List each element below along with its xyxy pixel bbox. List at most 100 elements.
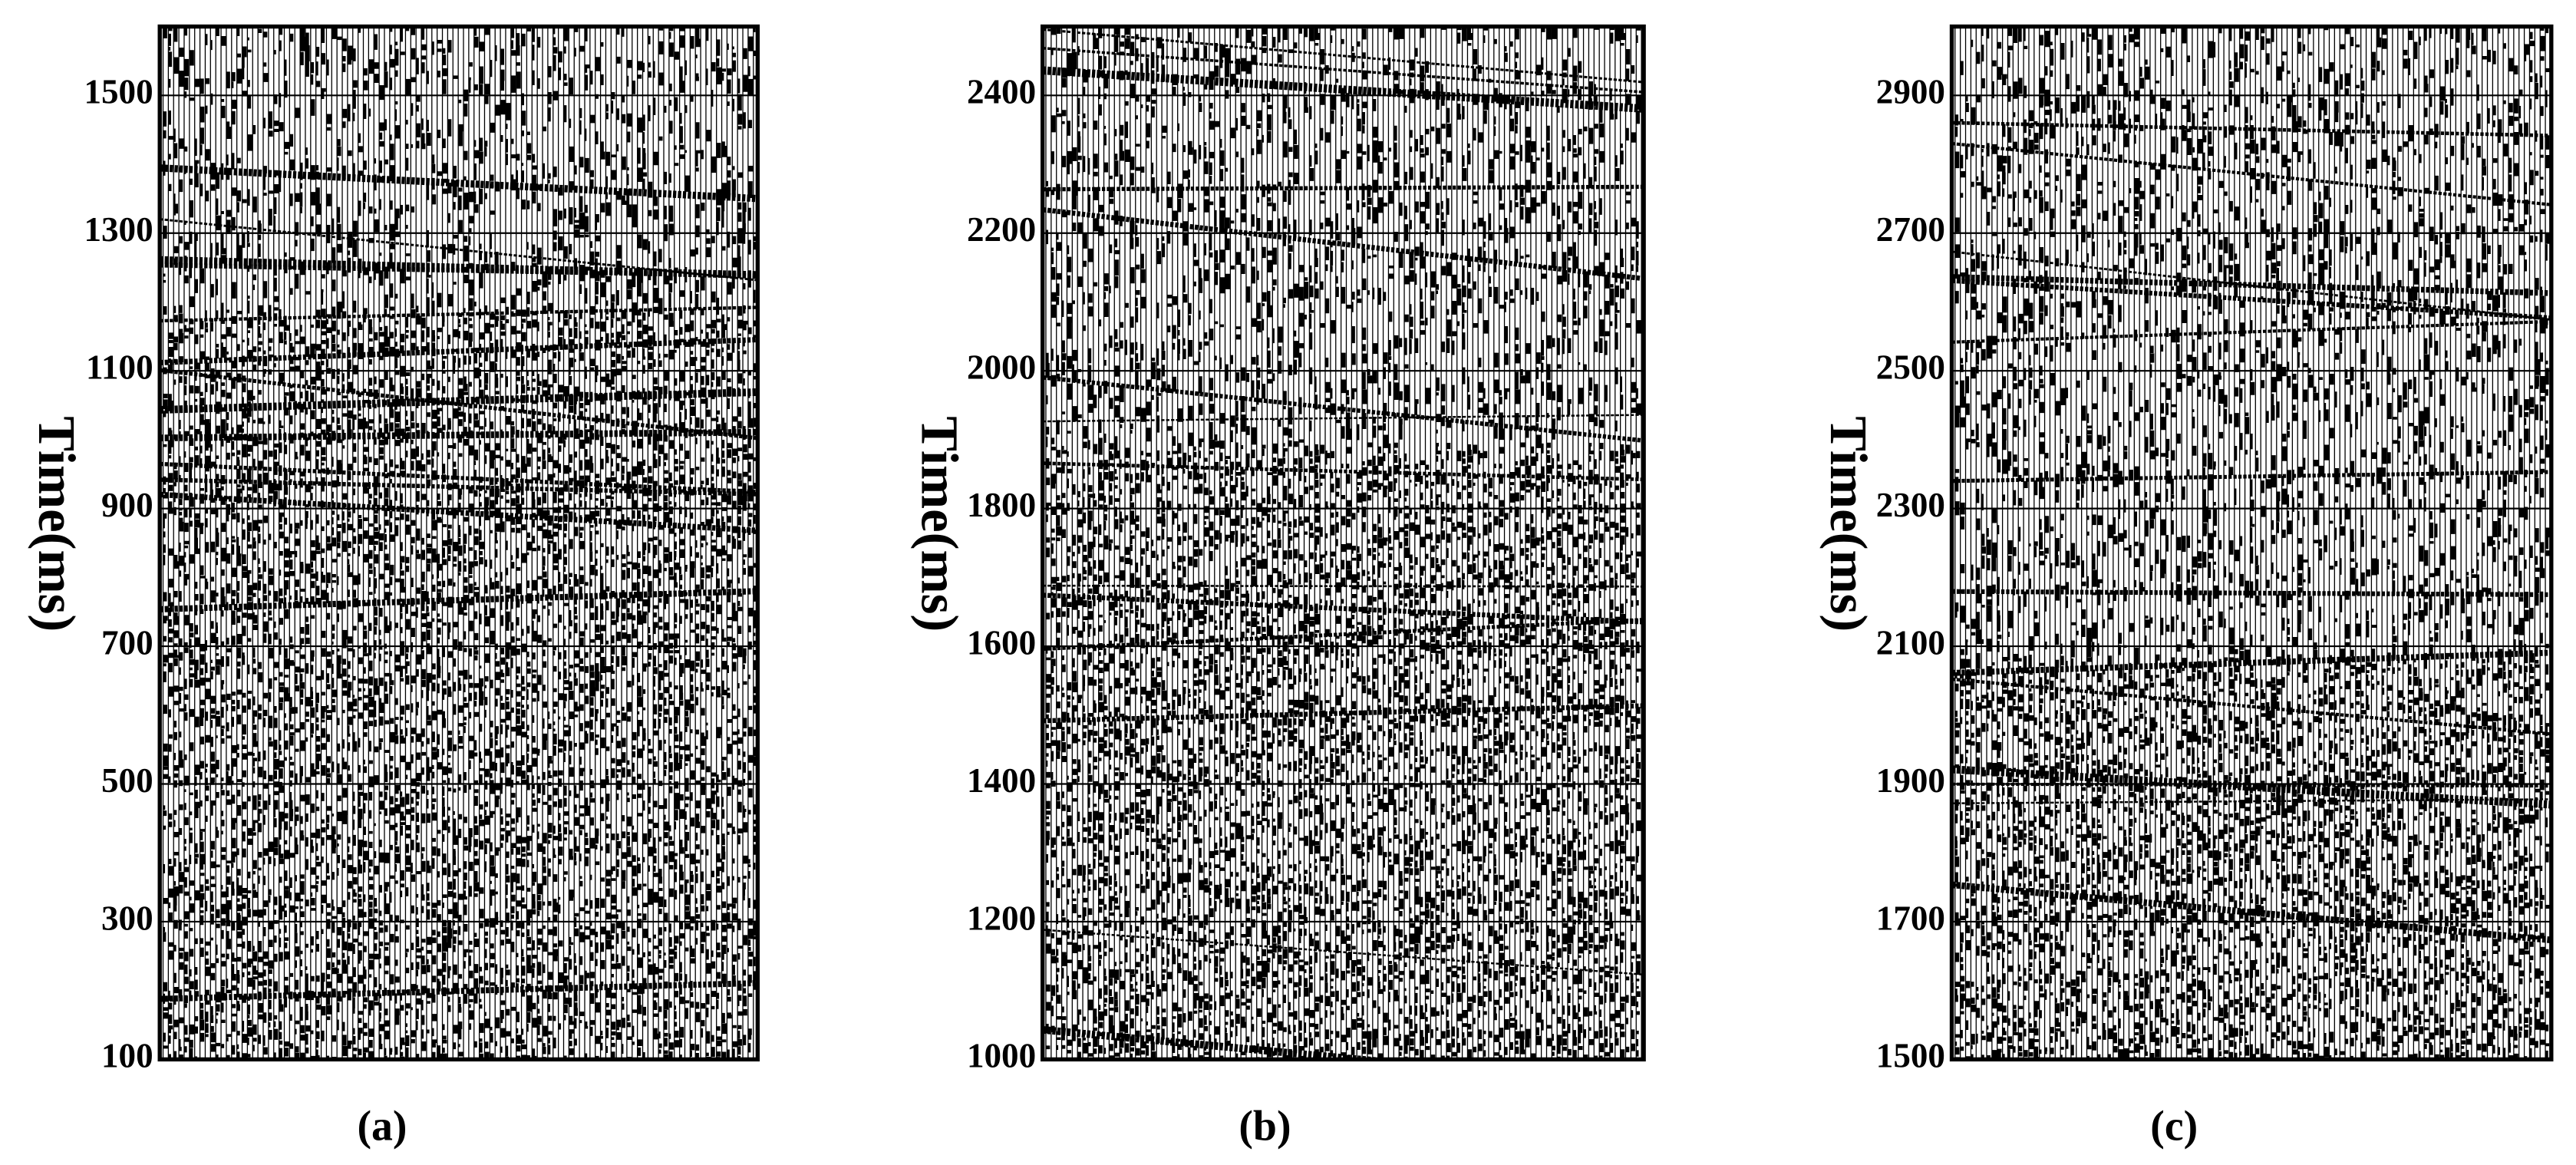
wiggle-trace <box>1045 26 1051 1060</box>
wiggle-trace <box>632 26 638 1060</box>
wiggle-trace <box>2418 26 2425 1060</box>
wiggle-trace <box>257 26 264 1060</box>
wiggle-trace <box>1377 26 1384 1060</box>
wiggle-trace <box>241 26 248 1060</box>
wiggle-trace <box>431 26 437 1060</box>
wiggle-trace <box>1609 26 1615 1060</box>
wiggle-trace <box>325 26 332 1060</box>
reflector <box>1042 375 1644 443</box>
wiggle-trace <box>2365 26 2372 1060</box>
plot-frame <box>1041 24 1646 1062</box>
wiggle-trace <box>599 26 606 1060</box>
wiggle-trace <box>1124 26 1131 1060</box>
wiggle-trace <box>1488 26 1494 1060</box>
wiggle-trace <box>1166 26 1173 1060</box>
wiggle-trace <box>2260 26 2267 1060</box>
wiggle-trace <box>595 26 601 1060</box>
wiggle-trace <box>1456 26 1463 1060</box>
wiggle-trace <box>1219 26 1225 1060</box>
wiggle-trace <box>2334 26 2340 1060</box>
wiggle-trace <box>552 26 559 1060</box>
wiggle-trace <box>2212 26 2219 1060</box>
wiggle-trace <box>2265 26 2272 1060</box>
wiggle-trace <box>2482 26 2488 1060</box>
wiggle-trace <box>2429 26 2436 1060</box>
wiggle-trace <box>2054 26 2061 1060</box>
wiggle-trace <box>1593 26 1600 1060</box>
wiggle-trace <box>2244 26 2251 1060</box>
wiggle-trace <box>674 26 680 1060</box>
wiggle-trace <box>2455 26 2462 1060</box>
wiggle-trace <box>283 26 290 1060</box>
wiggle-trace <box>1960 26 1966 1060</box>
wiggle-trace <box>1351 26 1357 1060</box>
wiggle-trace <box>2497 26 2504 1060</box>
wiggle-trace <box>573 26 580 1060</box>
seismic-traces <box>160 26 758 1060</box>
wiggle-trace <box>2060 26 2066 1060</box>
wiggle-trace <box>2350 26 2356 1060</box>
wiggle-trace <box>694 26 701 1060</box>
wiggle-trace <box>647 26 654 1060</box>
panel: 1500 1700 1900 2100 2300 2500 2700 2900 Time(ms)… <box>1819 24 2554 1150</box>
wiggle-trace <box>347 26 353 1060</box>
wiggle-trace <box>2102 26 2109 1060</box>
wiggle-trace <box>520 26 527 1060</box>
wiggle-trace <box>1140 26 1146 1060</box>
wiggle-trace <box>652 26 659 1060</box>
reflector <box>160 337 758 365</box>
wiggle-trace <box>1229 26 1236 1060</box>
wiggle-trace <box>1071 26 1078 1060</box>
reflector <box>160 262 758 279</box>
y-tick-label: 1900 <box>1876 761 1945 800</box>
wiggle-trace <box>516 26 522 1060</box>
wiggle-trace <box>1424 26 1431 1060</box>
reflector <box>160 588 758 612</box>
wiggle-trace <box>1119 26 1126 1060</box>
wiggle-trace <box>1403 26 1410 1060</box>
wiggle-trace <box>2202 26 2208 1060</box>
wiggle-trace <box>1356 26 1363 1060</box>
wiggle-trace <box>721 26 727 1060</box>
wiggle-trace <box>1135 26 1141 1060</box>
wiggle-trace <box>2007 26 2014 1060</box>
reflector <box>1042 28 1644 84</box>
wiggle-trace <box>1499 26 1505 1060</box>
wiggle-trace <box>2360 26 2367 1060</box>
y-tick-label: 1200 <box>967 899 1036 937</box>
wiggle-trace <box>268 26 274 1060</box>
wiggle-trace <box>1382 26 1389 1060</box>
wiggle-trace <box>204 26 211 1060</box>
wiggle-trace <box>299 26 306 1060</box>
wiggle-trace <box>2249 26 2256 1060</box>
wiggle-trace <box>610 26 617 1060</box>
wiggle-trace <box>352 26 358 1060</box>
wiggle-trace <box>1324 26 1331 1060</box>
wiggle-trace <box>726 26 733 1060</box>
wiggle-trace <box>2012 26 2019 1060</box>
wiggle-trace <box>394 26 401 1060</box>
wiggle-trace <box>1340 26 1347 1060</box>
wiggle-trace <box>2239 26 2245 1060</box>
wiggle-trace <box>1572 26 1578 1060</box>
wiggle-trace <box>1235 26 1242 1060</box>
reflector <box>1951 677 2551 736</box>
wiggle-trace <box>1277 26 1284 1060</box>
y-tick-label: 2700 <box>1876 210 1945 249</box>
wiggle-trace <box>415 26 422 1060</box>
wiggle-trace <box>494 26 501 1060</box>
wiggle-trace <box>1582 26 1589 1060</box>
wiggle-trace <box>2386 26 2393 1060</box>
wiggle-trace <box>1954 26 1961 1060</box>
wiggle-trace <box>1393 26 1400 1060</box>
wiggle-trace <box>1503 26 1510 1060</box>
wiggle-trace <box>1604 26 1611 1060</box>
wiggle-trace <box>1472 26 1479 1060</box>
wiggle-trace <box>1451 26 1457 1060</box>
reflector <box>1042 66 1644 113</box>
wiggle-trace <box>2407 26 2414 1060</box>
reflector <box>160 256 758 279</box>
wiggle-trace <box>658 26 665 1060</box>
wiggle-trace <box>1272 26 1278 1060</box>
wiggle-trace <box>642 26 648 1060</box>
